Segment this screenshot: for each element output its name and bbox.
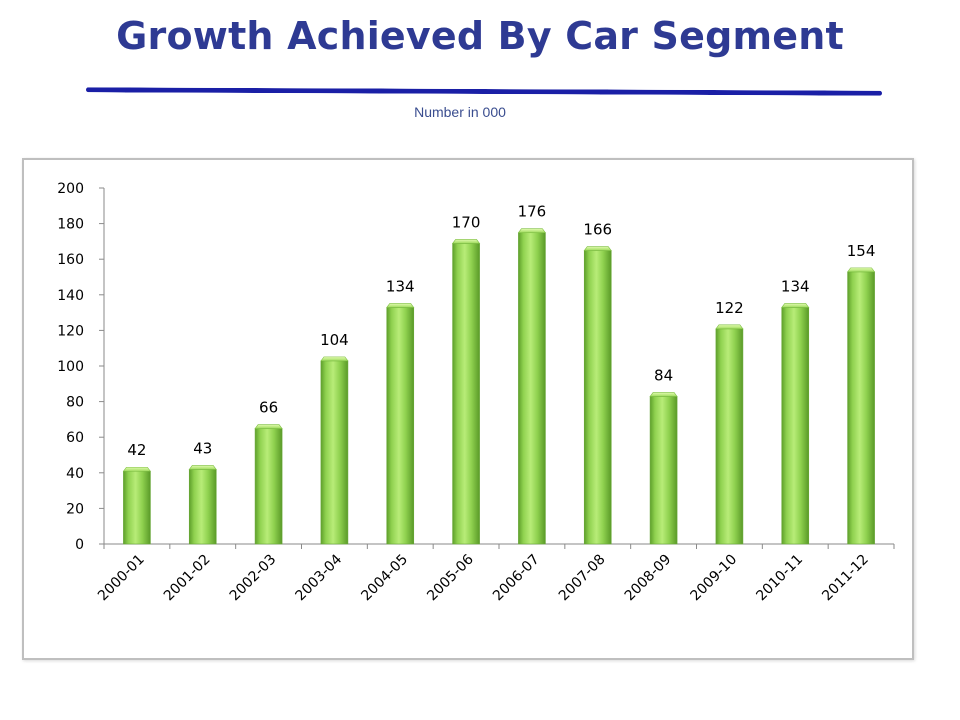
y-tick-label: 120 bbox=[57, 323, 84, 339]
x-tick-label: 2011-12 bbox=[819, 552, 872, 605]
y-tick-label: 0 bbox=[75, 537, 84, 553]
x-tick-label: 2008-09 bbox=[622, 552, 675, 605]
chart-title: Growth Achieved By Car Segment bbox=[116, 14, 844, 58]
bar-cap bbox=[188, 465, 217, 470]
bar bbox=[847, 271, 875, 545]
bar-cap bbox=[846, 267, 876, 273]
bar-cap bbox=[517, 228, 547, 234]
bar bbox=[254, 428, 283, 545]
data-label: 66 bbox=[259, 399, 278, 417]
x-tick-label: 2001-02 bbox=[161, 552, 214, 605]
x-tick-label: 2009-10 bbox=[688, 552, 741, 605]
data-label: 43 bbox=[193, 439, 212, 457]
x-tick-label: 2004-05 bbox=[358, 552, 411, 605]
bar-series bbox=[122, 228, 876, 545]
bar bbox=[386, 307, 415, 545]
y-tick-label: 100 bbox=[57, 359, 84, 375]
x-tick-label: 2000-01 bbox=[95, 552, 148, 605]
data-label: 104 bbox=[320, 331, 349, 349]
x-tick-label: 2002-03 bbox=[227, 552, 280, 605]
y-tick-label: 80 bbox=[66, 395, 84, 411]
data-label: 154 bbox=[847, 242, 876, 260]
bar-cap bbox=[254, 424, 283, 429]
x-tick-label: 2003-04 bbox=[293, 551, 346, 604]
data-label: 134 bbox=[781, 277, 810, 295]
bar-cap bbox=[649, 392, 678, 397]
data-label: 122 bbox=[715, 299, 744, 317]
bar-cap bbox=[715, 324, 744, 330]
bar-cap bbox=[122, 466, 152, 472]
bar-cap bbox=[386, 303, 415, 308]
bar bbox=[452, 243, 480, 545]
y-tick-label: 160 bbox=[57, 252, 84, 268]
data-label: 84 bbox=[654, 366, 673, 384]
x-tick-label: 2010-11 bbox=[753, 552, 806, 605]
data-label: 176 bbox=[518, 203, 547, 221]
data-label: 166 bbox=[583, 221, 612, 239]
y-tick-label: 60 bbox=[66, 430, 84, 446]
bar bbox=[781, 307, 810, 545]
bar bbox=[715, 328, 744, 545]
data-label: 134 bbox=[386, 277, 415, 295]
bar bbox=[583, 250, 612, 545]
bar-cap bbox=[583, 246, 612, 251]
x-tick-label: 2007-08 bbox=[556, 552, 609, 605]
y-tick-label: 20 bbox=[66, 501, 84, 517]
bar bbox=[123, 470, 151, 545]
data-label: 42 bbox=[127, 441, 146, 459]
y-tick-label: 180 bbox=[57, 217, 84, 233]
bar-cap bbox=[451, 239, 481, 244]
bar-cap bbox=[781, 303, 810, 308]
y-tick-label: 140 bbox=[57, 288, 84, 304]
bar bbox=[518, 232, 546, 545]
data-labels: 42 43 66 104 134 170 176 166 84 122 134 154 bbox=[127, 203, 875, 460]
bar bbox=[188, 469, 217, 545]
bar bbox=[649, 396, 678, 545]
x-tick-label: 2006-07 bbox=[490, 552, 543, 605]
bar bbox=[320, 360, 349, 545]
bar-cap bbox=[320, 356, 349, 362]
data-label: 170 bbox=[452, 213, 481, 231]
x-tick-label: 2005-06 bbox=[424, 551, 477, 604]
y-tick-label: 40 bbox=[66, 466, 84, 482]
y-tick-label: 200 bbox=[57, 181, 84, 197]
chart-subtitle: Number in 000 bbox=[414, 104, 506, 120]
